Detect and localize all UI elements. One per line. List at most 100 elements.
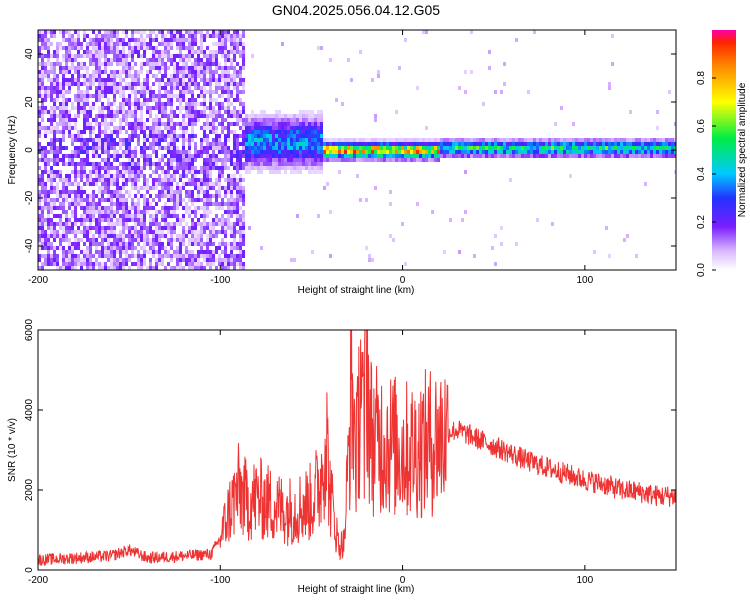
spectrogram-cell	[149, 174, 152, 178]
spectrogram-cell	[233, 30, 236, 34]
spectrogram-cell	[188, 254, 191, 258]
spectrogram-cell	[47, 238, 50, 242]
spectrogram-cell	[176, 122, 179, 126]
spectrogram-cell	[206, 122, 209, 126]
spectrogram-cell	[128, 246, 131, 250]
spectrogram-cell	[200, 102, 203, 106]
spectrogram-cell	[167, 114, 170, 118]
spectrogram-cell	[188, 54, 191, 58]
spectrogram-cell	[173, 54, 176, 58]
spectrogram-cell	[155, 102, 158, 106]
spectrogram-cell	[149, 214, 152, 218]
spectrogram-cell	[113, 78, 116, 82]
spectrogram-cell	[320, 122, 323, 126]
spectrogram-cell	[44, 166, 47, 170]
spectrogram-cell	[191, 242, 194, 246]
spectrogram-cell	[110, 130, 113, 134]
spectrogram-cell	[56, 154, 59, 158]
spectrogram-cell	[86, 42, 89, 46]
spectrogram-cell	[575, 142, 578, 146]
spectrogram-cell	[149, 218, 152, 222]
spectrogram-cell	[92, 106, 95, 110]
spectrogram-cell	[44, 154, 47, 158]
spectrogram-cell	[221, 38, 224, 42]
spectrogram-cell	[125, 226, 128, 230]
spectrogram-cell	[125, 206, 128, 210]
spectrogram-cell	[209, 226, 212, 230]
spectrogram-cell	[158, 210, 161, 214]
spectrogram-cell	[125, 66, 128, 70]
spectrogram-cell	[155, 114, 158, 118]
spectrogram-cell	[284, 158, 287, 162]
spectrogram-cell	[656, 138, 659, 142]
spectrogram-cell	[326, 150, 329, 154]
spectrogram-cell	[194, 226, 197, 230]
spectrogram-cell	[563, 146, 566, 150]
spectrogram-cell	[188, 46, 191, 50]
spectrogram-cell	[275, 150, 278, 154]
spectrogram-cell	[308, 118, 311, 122]
spectrogram-cell	[80, 94, 83, 98]
spectrogram-cell	[284, 122, 287, 126]
spectrogram-cell	[179, 74, 182, 78]
spectrogram-cell	[539, 150, 542, 154]
spectrogram-cell	[236, 118, 239, 122]
spectrogram-cell	[86, 230, 89, 234]
spectrogram-cell	[326, 182, 329, 186]
spectrogram-cell	[134, 226, 137, 230]
spectrogram-cell	[164, 122, 167, 126]
spectrogram-cell	[350, 158, 353, 162]
spectrogram-cell	[494, 262, 497, 266]
spectrogram-cell	[59, 238, 62, 242]
spectrogram-cell	[230, 38, 233, 42]
spectrogram-cell	[113, 102, 116, 106]
spectrogram-cell	[422, 142, 425, 146]
spectrogram-cell	[68, 262, 71, 266]
spectrogram-cell	[254, 138, 257, 142]
spectrogram-cell	[53, 34, 56, 38]
spectrogram-cell	[209, 242, 212, 246]
spectrogram-cell	[80, 106, 83, 110]
spectrogram-cell	[209, 54, 212, 58]
spectrogram-cell	[260, 142, 263, 146]
spectrogram-cell	[473, 254, 476, 258]
spectrogram-cell	[74, 170, 77, 174]
spectrogram-cell	[86, 142, 89, 146]
spectrogram-cell	[629, 110, 632, 114]
spectrogram-cell	[647, 138, 650, 142]
spectrogram-cell	[164, 222, 167, 226]
spectrogram-cell	[215, 86, 218, 90]
spectrogram-cell	[176, 62, 179, 66]
spectrogram-cell	[179, 198, 182, 202]
spectrogram-cell	[395, 138, 398, 142]
spectrogram-cell	[260, 246, 263, 250]
spectrogram-cell	[86, 74, 89, 78]
spectrogram-cell	[59, 246, 62, 250]
spectrogram-cell	[137, 258, 140, 262]
spectrogram-cell	[236, 38, 239, 42]
spectrogram-cell	[122, 210, 125, 214]
spectrogram-cell	[509, 142, 512, 146]
spectrogram-cell	[161, 66, 164, 70]
spectrogram-cell	[104, 118, 107, 122]
spectrogram-cell	[311, 170, 314, 174]
spectrogram-cell	[296, 162, 299, 166]
spectrogram-cell	[122, 242, 125, 246]
spectrogram-cell	[140, 194, 143, 198]
spectrogram-cell	[116, 150, 119, 154]
spectrogram-cell	[125, 86, 128, 90]
spectrogram-cell	[110, 86, 113, 90]
spectrogram-cell	[95, 238, 98, 242]
spectrogram-cell	[203, 130, 206, 134]
spectrogram-cell	[107, 74, 110, 78]
spectrogram-cell	[182, 150, 185, 154]
spectrogram-cell	[74, 58, 77, 62]
spectrogram-cell	[203, 206, 206, 210]
spectrogram-cell	[512, 154, 515, 158]
spectrogram-cell	[221, 206, 224, 210]
spectrogram-cell	[131, 134, 134, 138]
spectrogram-cell	[167, 178, 170, 182]
spectrogram-cell	[500, 154, 503, 158]
spectrogram-cell	[74, 262, 77, 266]
spectrogram-cell	[440, 138, 443, 142]
